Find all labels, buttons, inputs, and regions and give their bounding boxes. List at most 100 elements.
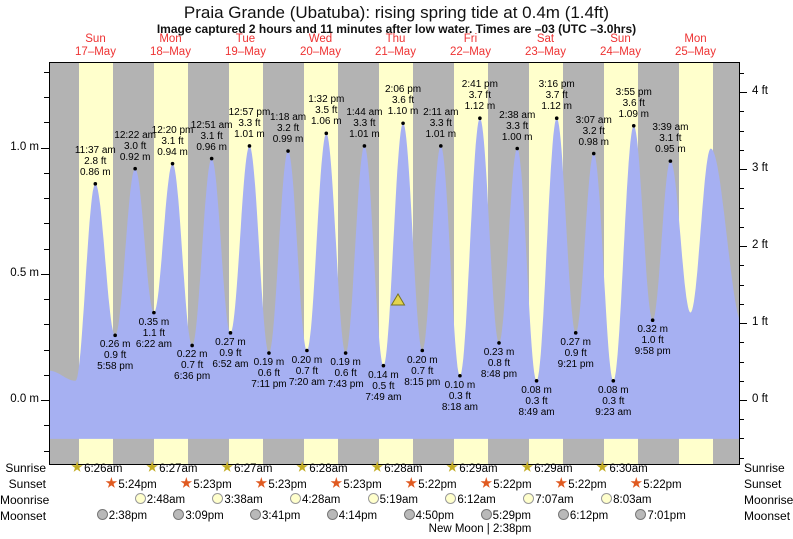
tide-label-line: 0.7 ft [181,360,204,372]
sunset-time: 5:22pm [418,479,457,491]
day-header[interactable]: Sun 17–May [61,33,131,59]
y-axis-label-ft: 4 ft [752,85,768,98]
sunset-entry: 5:23pm [255,477,307,491]
tide-label-line: 3.5 ft [315,105,338,117]
moonset-time: 4:14pm [338,510,378,522]
high-tide-label: 2:38 am 3.3 ft 1.00 m [480,110,554,143]
day-header[interactable]: Sat 23–May [511,33,581,59]
high-tide-label: 11:37 am 2.8 ft 0.86 m [58,145,132,178]
day-date: 20–May [300,46,341,58]
tide-label-line: 1.12 m [541,101,572,113]
moonrise-time: 7:07am [535,494,574,506]
tide-label-line: 3.3 ft [353,117,376,129]
moonset-entry: 3:09pm [173,509,224,523]
tide-label-line: 9:23 am [595,406,632,418]
moonrise-icon [445,493,457,504]
tide-label-line: 8:49 am [518,406,555,418]
y-axis-label-m: 0.0 m [10,393,39,405]
day-header[interactable]: Sun 24–May [586,33,656,59]
tide-label-line: 0.32 m [637,324,668,336]
day-name: Sun [85,33,106,45]
page-title: Praia Grande (Ubatuba): rising spring ti… [183,3,610,22]
moonrise-icon [289,493,301,504]
tide-label-line: 12:57 pm [228,106,271,118]
moonrise-time: 4:28am [301,494,341,506]
left-axis-tick [44,173,49,174]
tide-label-line: 1:44 am [346,106,383,118]
sunset-entry: 5:22pm [555,477,607,491]
day-header[interactable]: Mon 18–May [136,33,206,59]
moonrise-icon [367,493,379,504]
tide-extreme-dot [209,156,214,161]
right-axis-tick [739,131,744,132]
tide-label-line: 2:41 pm [461,79,498,91]
tide-extreme-dot [362,144,367,148]
day-name: Mon [159,33,182,45]
moonset-time: 6:12pm [569,510,609,522]
day-date: 21–May [375,46,416,58]
moonrise-entry: 4:28am [289,493,341,507]
low-tide-label: 0.23 m 0.8 ft 8:48 pm [462,347,536,380]
day-header[interactable]: Fri 22–May [436,33,506,59]
tide-label-line: 9:58 pm [634,346,671,358]
sunset-icon [405,477,418,488]
day-header[interactable]: Tue 19–May [211,33,281,59]
sunset-entry: 5:22pm [405,477,457,491]
moonrise-entry: 6:12am [445,493,496,507]
sunrise-time: 6:26am [84,463,123,475]
day-name: Tue [235,33,256,45]
left-axis-tick [41,400,49,401]
tide-label-line: 1.12 m [464,101,496,113]
high-tide-label: 12:51 am 3.1 ft 0.96 m [175,120,249,153]
day-header[interactable]: Mon 25–May [661,33,731,59]
high-tide-label: 3:55 pm 3.6 ft 1.09 m [597,87,671,120]
tide-curve-area [50,118,739,439]
tide-label-line: 0.98 m [578,136,610,148]
high-tide-label: 2:06 pm 3.6 ft 1.10 m [366,84,440,117]
moonset-icon [557,509,569,520]
moonset-entry: 2:38pm [96,509,147,523]
low-tide-label: 0.27 m 0.9 ft 9:21 pm [539,337,613,370]
tide-label-line: 0.3 ft [448,390,472,402]
moonset-icon [403,509,415,520]
day-name: Wed [308,33,333,45]
left-axis-tick [44,249,49,250]
tide-label-line: 0.8 ft [487,357,511,369]
day-header[interactable]: Thu 21–May [361,33,431,59]
tide-label-line: 3:16 pm [538,79,575,91]
tide-label-line: 12:22 am [114,129,156,141]
moonset-entry: 7:01pm [635,509,686,523]
left-axis-tick [44,122,49,123]
tide-label-line: 3.3 ft [506,120,529,132]
sunset-icon [255,477,268,488]
moonrise-entry: 7:07am [523,493,574,507]
tide-label-line: 0.9 ft [564,347,587,359]
moonrise-entry: 3:38am [212,493,263,507]
tide-label-line: 3:55 pm [615,86,652,98]
tide-label-line: 0.96 m [196,141,227,153]
right-axis-tick [739,438,744,439]
tide-label-line: 1.01 m [234,128,265,140]
tide-label-line: 3.0 ft [124,140,147,152]
tide-label-line: 12:20 pm [151,124,194,136]
day-name: Sun [610,33,631,45]
day-name: Mon [684,33,707,45]
right-axis-tick [739,246,747,247]
tide-label-line: 0.99 m [272,134,304,146]
tide-label-line: 0.20 m [291,354,323,366]
astro-row-label-left: Sunrise [5,461,46,475]
tide-extreme-dot [133,166,137,171]
moonset-time: 3:09pm [185,510,224,522]
right-axis-tick [739,381,744,382]
tide-label-line: 3.3 ft [429,117,452,129]
tide-label-line: 0.08 m [521,384,552,396]
tide-extreme-dot [152,310,156,315]
tide-label-line: 0.19 m [330,357,361,369]
left-axis-tick [44,299,49,300]
low-tide-label: 0.08 m 0.3 ft 9:23 am [576,385,650,418]
day-header[interactable]: Wed 20–May [286,33,356,59]
astro-row-label-right: Moonset [744,509,791,523]
moonset-entry: 4:14pm [326,509,378,523]
astro-row-label-right: Moonrise [744,493,793,507]
low-tide-label: 0.10 m 0.3 ft 8:18 am [423,380,497,413]
